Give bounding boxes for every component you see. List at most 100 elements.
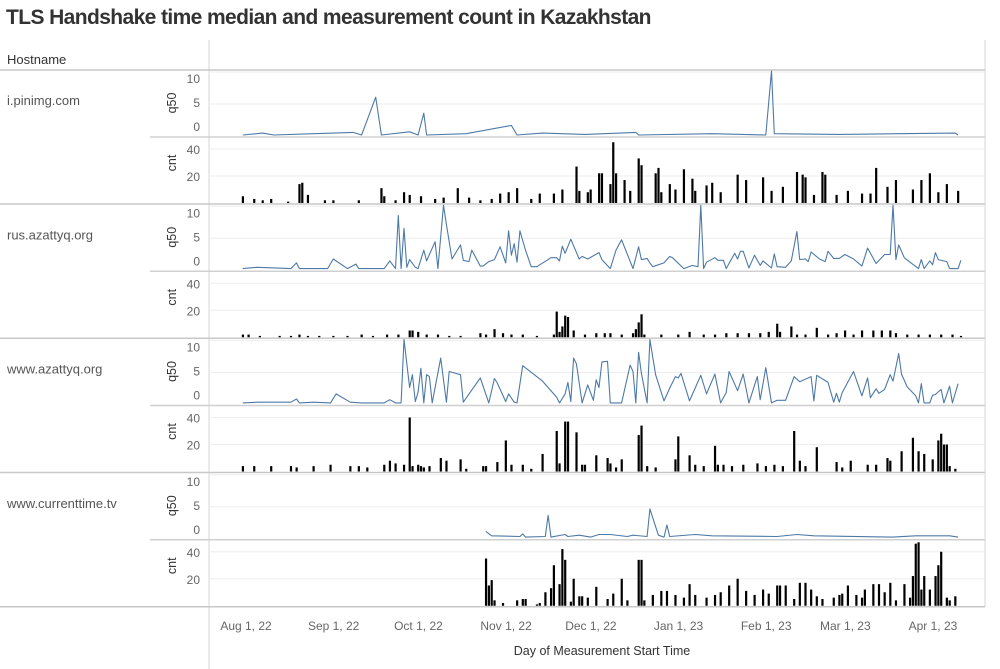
cnt-bar <box>535 604 539 606</box>
cnt-bar <box>761 589 765 606</box>
cnt-bar <box>493 600 496 606</box>
cnt-bar <box>572 330 575 338</box>
cnt-bar <box>911 189 915 203</box>
cnt-bar <box>583 334 587 338</box>
hostname-label: www.azattyq.org <box>6 362 102 377</box>
cnt-bar <box>866 464 869 472</box>
cnt-bar <box>620 334 623 338</box>
cnt-bar <box>555 431 558 472</box>
x-tick-label: Nov 1, 22 <box>480 619 532 633</box>
q50-line <box>485 508 959 538</box>
cnt-bar <box>821 171 824 203</box>
cnt-bar <box>496 462 499 472</box>
cnt-bar <box>575 166 578 203</box>
cnt-bar <box>419 466 423 472</box>
cnt-bar <box>889 582 892 606</box>
cnt-bar <box>270 198 273 203</box>
cnt-tick-label: 40 <box>187 412 201 426</box>
cnt-bar <box>827 334 830 338</box>
cnt-bar <box>801 174 804 203</box>
cnt-bar <box>397 334 400 338</box>
cnt-bar <box>261 200 264 203</box>
cnt-bar <box>586 192 589 203</box>
cnt-tick-label: 40 <box>187 277 201 291</box>
cnt-bar <box>499 193 502 203</box>
cnt-bar <box>654 467 657 472</box>
cnt-bar <box>408 330 411 338</box>
cnt-bar <box>538 193 541 203</box>
cnt-tick-label: 20 <box>187 304 201 318</box>
cnt-bar <box>875 464 878 472</box>
cnt-bar <box>781 466 784 472</box>
cnt-bar <box>945 184 948 203</box>
cnt-bar <box>612 142 615 203</box>
cnt-bar <box>298 184 301 203</box>
q50-tick-label: 10 <box>187 72 201 86</box>
cnt-bar <box>660 590 663 606</box>
cnt-bar <box>761 177 765 203</box>
cnt-bar <box>742 464 745 472</box>
cnt-bar <box>566 317 570 338</box>
cnt-bar <box>637 559 640 606</box>
cnt-bar <box>516 600 519 606</box>
cnt-bar <box>623 180 626 203</box>
cnt-bar <box>872 330 875 338</box>
cnt-bar <box>287 201 290 203</box>
cnt-bar <box>456 188 459 203</box>
cnt-bar <box>815 447 818 472</box>
cnt-axis-title: cnt <box>165 557 179 574</box>
q50-line <box>242 338 959 404</box>
cnt-bar <box>609 333 612 338</box>
cnt-bar <box>510 464 513 472</box>
cnt-bar <box>357 200 360 203</box>
cnt-bar <box>877 584 881 606</box>
cnt-axis-title: cnt <box>165 288 179 305</box>
cnt-bar <box>778 331 782 338</box>
cnt-bar <box>564 315 567 338</box>
cnt-bar <box>728 585 731 606</box>
q50-tick-label: 10 <box>187 206 201 220</box>
cnt-bar <box>957 190 960 203</box>
cnt-bar <box>445 460 448 472</box>
cnt-bar <box>654 173 657 203</box>
cnt-bar <box>665 590 669 606</box>
cnt-bar <box>674 594 677 606</box>
cnt-bar <box>705 597 708 606</box>
cnt-bar <box>767 593 770 606</box>
cnt-bar <box>804 582 807 606</box>
cnt-bar <box>835 462 838 472</box>
cnt-bar <box>832 597 835 606</box>
cnt-bar <box>253 198 256 203</box>
cnt-bar <box>793 431 796 472</box>
cnt-bar <box>875 167 878 203</box>
x-tick-label: Feb 1, 23 <box>741 619 792 633</box>
cnt-bar <box>569 601 572 606</box>
cnt-bar <box>253 466 256 472</box>
cnt-bar <box>776 323 779 338</box>
cnt-bar <box>606 599 609 606</box>
cnt-bar <box>510 334 513 338</box>
cnt-bar <box>459 459 462 472</box>
cnt-bar <box>745 590 748 606</box>
cnt-bar <box>589 189 592 203</box>
cnt-bar <box>711 182 714 203</box>
cnt-bar <box>417 331 420 338</box>
cnt-bar <box>883 592 886 606</box>
cnt-bar <box>394 463 397 472</box>
cnt-bar <box>555 311 558 338</box>
cnt-bar <box>241 334 245 338</box>
cnt-bar <box>552 193 555 203</box>
cnt-bar <box>558 584 561 606</box>
cnt-bar <box>504 440 507 472</box>
cnt-bar <box>668 184 671 203</box>
cnt-bar <box>595 455 598 472</box>
cnt-bar <box>725 333 728 338</box>
chart-title: TLS Handshake time median and measuremen… <box>6 6 652 29</box>
cnt-bar <box>651 594 654 606</box>
cnt-bar <box>894 333 898 338</box>
cnt-bar <box>383 464 386 472</box>
cnt-bar <box>402 464 406 472</box>
cnt-bar <box>954 468 957 472</box>
cnt-bar <box>620 578 623 606</box>
cnt-bar <box>945 444 948 472</box>
